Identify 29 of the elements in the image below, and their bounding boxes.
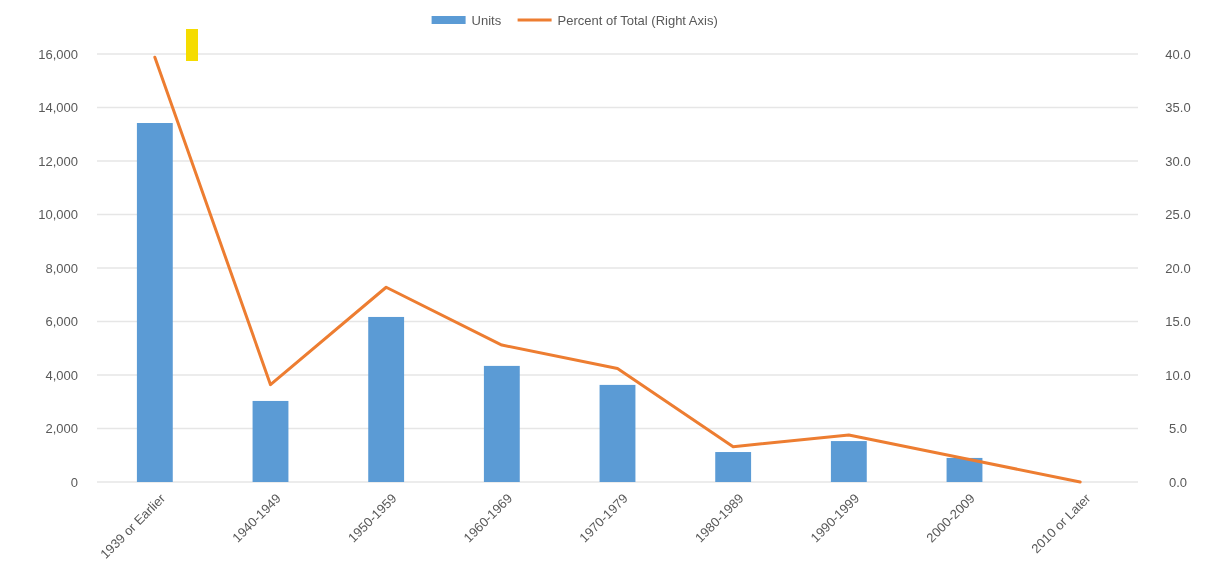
y2-tick-label: 5.0 xyxy=(1168,421,1188,437)
y2-tick-label: 0.0 xyxy=(1168,474,1188,490)
line-series xyxy=(153,55,1082,484)
legend-label: Units xyxy=(471,12,502,28)
y-tick-label: 2,000 xyxy=(45,421,78,437)
y-tick-label: 6,000 xyxy=(45,314,78,330)
y-tick-label: 10,000 xyxy=(38,207,78,223)
y2-tick-label: 20.0 xyxy=(1165,260,1191,276)
legend-label: Percent of Total (Right Axis) xyxy=(557,12,718,28)
bar xyxy=(483,365,520,482)
y2-tick-label: 35.0 xyxy=(1165,100,1191,116)
y2-tick-label: 25.0 xyxy=(1165,207,1191,223)
y-tick-label: 0 xyxy=(70,474,78,490)
y-tick-label: 12,000 xyxy=(38,153,78,169)
y2-tick-label: 40.0 xyxy=(1165,46,1191,62)
y-tick-label: 16,000 xyxy=(38,46,78,62)
bar xyxy=(946,457,983,482)
y2-tick-label: 30.0 xyxy=(1165,153,1191,169)
y-tick-label: 8,000 xyxy=(45,260,78,276)
bar xyxy=(368,316,405,482)
y2-tick-label: 15.0 xyxy=(1165,314,1191,330)
bar xyxy=(830,441,867,482)
y-tick-label: 14,000 xyxy=(38,100,78,116)
bar xyxy=(252,400,289,482)
bar xyxy=(599,384,636,482)
y-tick-label: 4,000 xyxy=(45,367,78,383)
y2-tick-label: 10.0 xyxy=(1165,367,1191,383)
bar xyxy=(715,452,752,482)
bar xyxy=(136,123,173,482)
